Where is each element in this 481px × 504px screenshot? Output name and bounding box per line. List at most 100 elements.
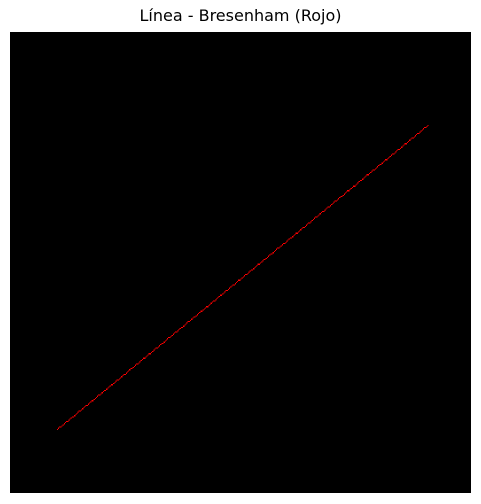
line-pixel bbox=[243, 275, 246, 277]
line-pixel bbox=[86, 404, 88, 406]
line-pixel bbox=[327, 206, 329, 208]
line-pixel bbox=[219, 294, 221, 296]
line-pixel bbox=[155, 347, 157, 349]
line-pixel bbox=[156, 347, 158, 349]
line-pixel bbox=[341, 195, 343, 198]
line-pixel bbox=[178, 329, 180, 331]
line-pixel bbox=[391, 153, 394, 155]
line-pixel bbox=[386, 159, 388, 161]
line-pixel bbox=[375, 167, 378, 169]
line-pixel bbox=[304, 225, 306, 227]
line-pixel bbox=[183, 325, 185, 327]
line-pixel bbox=[80, 409, 83, 411]
line-pixel bbox=[278, 247, 280, 249]
line-pixel bbox=[239, 279, 241, 281]
line-pixel bbox=[152, 350, 154, 353]
line-pixel bbox=[245, 273, 247, 276]
line-pixel bbox=[269, 254, 271, 256]
line-pixel bbox=[99, 394, 101, 396]
line-pixel bbox=[204, 307, 207, 309]
line-pixel bbox=[321, 210, 324, 213]
line-pixel bbox=[412, 137, 414, 139]
line-pixel bbox=[281, 244, 283, 246]
line-pixel bbox=[222, 293, 224, 295]
line-pixel bbox=[393, 153, 395, 155]
line-pixel bbox=[427, 124, 429, 126]
line-pixel bbox=[246, 273, 248, 276]
line-pixel bbox=[409, 139, 411, 141]
line-pixel bbox=[167, 338, 169, 340]
line-pixel bbox=[147, 354, 149, 356]
line-pixel bbox=[398, 148, 401, 151]
line-pixel bbox=[265, 257, 267, 260]
line-pixel bbox=[63, 423, 65, 425]
line-pixel bbox=[210, 302, 212, 304]
line-pixel bbox=[215, 299, 217, 301]
line-pixel bbox=[163, 341, 165, 343]
line-pixel bbox=[372, 169, 374, 171]
line-pixel bbox=[64, 422, 67, 424]
line-pixel bbox=[318, 214, 320, 216]
line-pixel bbox=[297, 231, 300, 233]
line-pixel bbox=[401, 146, 403, 148]
line-pixel bbox=[288, 238, 290, 240]
line-pixel bbox=[403, 144, 405, 146]
line-pixel bbox=[397, 148, 399, 151]
line-pixel bbox=[132, 366, 134, 369]
line-pixel bbox=[118, 378, 121, 380]
line-pixel bbox=[113, 382, 115, 385]
line-pixel bbox=[396, 150, 398, 152]
line-pixel bbox=[326, 207, 328, 209]
line-pixel bbox=[352, 185, 355, 187]
line-pixel bbox=[334, 200, 336, 202]
line-pixel bbox=[91, 400, 93, 402]
line-pixel bbox=[157, 346, 160, 348]
line-pixel bbox=[93, 399, 95, 401]
line-pixel bbox=[130, 368, 132, 370]
line-pixel bbox=[172, 333, 174, 335]
line-pixel bbox=[225, 290, 227, 292]
line-pixel bbox=[387, 158, 389, 160]
line-pixel bbox=[413, 136, 415, 138]
line-pixel bbox=[56, 428, 59, 431]
line-pixel bbox=[136, 363, 138, 365]
line-pixel bbox=[303, 226, 305, 229]
line-pixel bbox=[168, 337, 170, 339]
line-pixel bbox=[344, 192, 347, 194]
line-pixel bbox=[331, 203, 333, 206]
line-pixel bbox=[284, 242, 286, 245]
line-pixel bbox=[164, 340, 166, 342]
line-pixel bbox=[307, 223, 309, 225]
line-pixel bbox=[89, 402, 91, 404]
line-pixel bbox=[105, 389, 107, 392]
line-pixel bbox=[206, 306, 208, 308]
line-pixel bbox=[196, 314, 199, 316]
line-pixel bbox=[371, 170, 373, 172]
line-pixel bbox=[75, 413, 77, 416]
line-pixel bbox=[220, 294, 223, 296]
line-pixel bbox=[333, 201, 335, 203]
line-pixel bbox=[365, 175, 367, 177]
line-pixel bbox=[87, 403, 90, 405]
line-pixel bbox=[184, 324, 186, 326]
line-pixel bbox=[194, 316, 196, 318]
line-pixel bbox=[148, 353, 150, 355]
line-pixel bbox=[145, 356, 147, 358]
line-pixel bbox=[358, 181, 360, 183]
line-pixel bbox=[58, 427, 60, 429]
line-pixel bbox=[308, 222, 310, 224]
line-pixel bbox=[247, 272, 249, 274]
line-pixel bbox=[200, 310, 202, 312]
line-pixel bbox=[231, 285, 233, 287]
line-pixel bbox=[111, 384, 114, 386]
line-pixel bbox=[410, 138, 412, 140]
line-pixel bbox=[237, 280, 239, 283]
line-pixel bbox=[94, 397, 96, 400]
line-pixel bbox=[180, 326, 182, 328]
line-pixels bbox=[56, 124, 429, 431]
line-pixel bbox=[311, 220, 313, 222]
line-pixel bbox=[328, 206, 331, 208]
line-pixel bbox=[150, 352, 153, 354]
line-pixel bbox=[313, 217, 316, 219]
line-pixel bbox=[419, 131, 421, 133]
